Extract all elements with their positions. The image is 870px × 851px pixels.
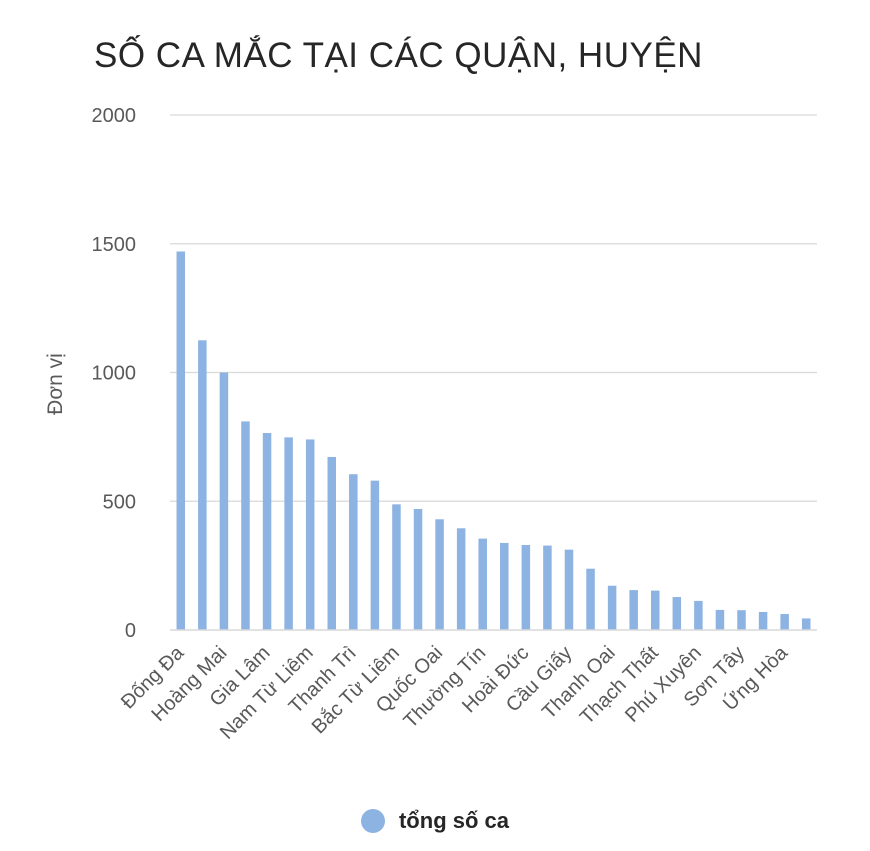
legend-swatch (360, 809, 385, 833)
bars (176, 251, 811, 630)
bar (176, 251, 186, 630)
bar (737, 610, 746, 630)
bar (478, 538, 487, 630)
bar (564, 549, 574, 630)
bar (241, 421, 250, 630)
y-tick-label: 2000 (92, 105, 137, 127)
bar (327, 456, 336, 630)
bar (651, 590, 660, 630)
bar (672, 597, 682, 630)
legend-label: tổng số ca (398, 808, 509, 833)
bar (456, 528, 466, 630)
bar (607, 585, 617, 630)
y-tick-label: 500 (103, 491, 136, 513)
bar (284, 437, 293, 630)
legend: tổng số ca (0, 808, 870, 834)
bar (521, 545, 531, 630)
y-axis-ticks: 0 500 1000 1500 2000 (92, 105, 137, 642)
y-axis-label: Đơn vị (44, 353, 67, 415)
bar (500, 542, 509, 630)
chart-title: SỐ CA MẮC TẠI CÁC QUẬN, HUYỆN (94, 36, 703, 75)
bar (694, 600, 703, 630)
bar (413, 508, 423, 630)
bar (629, 590, 638, 630)
bar (305, 439, 315, 630)
bar (262, 433, 272, 630)
bar (435, 519, 444, 630)
gridlines (170, 114, 817, 502)
y-tick-label: 0 (125, 620, 136, 642)
bar (801, 618, 811, 630)
bar (586, 568, 595, 630)
bar (543, 545, 552, 630)
bar (219, 372, 229, 630)
bar (370, 480, 380, 630)
bar (198, 340, 207, 630)
bar (715, 609, 725, 630)
y-tick-label: 1000 (92, 363, 137, 385)
y-tick-label: 1500 (92, 234, 137, 256)
bar (780, 614, 789, 630)
bar (758, 611, 768, 630)
bar (392, 504, 401, 630)
bar (349, 474, 358, 630)
